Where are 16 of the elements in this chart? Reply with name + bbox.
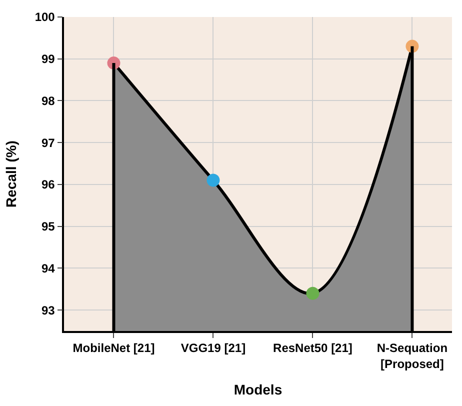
y-axis-title: Recall (%): [2, 140, 19, 208]
point: [206, 174, 220, 187]
y-tick-label: 96: [41, 178, 56, 192]
x-tick-label: ResNet50 [21]: [273, 341, 352, 356]
y-tick-label: 94: [41, 261, 56, 276]
x-tick-label: N-Sequation [Proposed]: [376, 341, 448, 371]
y-tick-label: 93: [41, 303, 56, 318]
y-tick-label: 95: [41, 220, 56, 234]
x-tick-label: VGG19 [21]: [180, 341, 246, 356]
x-axis-title: Models: [234, 382, 282, 398]
point: [306, 286, 320, 300]
y-tick-label: 99: [41, 52, 56, 66]
x-tick-label: MobileNet [21]: [72, 341, 155, 356]
y-tick-label: 98: [41, 94, 56, 108]
y-tick-label: 100: [34, 10, 56, 24]
y-tick-label: 97: [41, 136, 56, 150]
